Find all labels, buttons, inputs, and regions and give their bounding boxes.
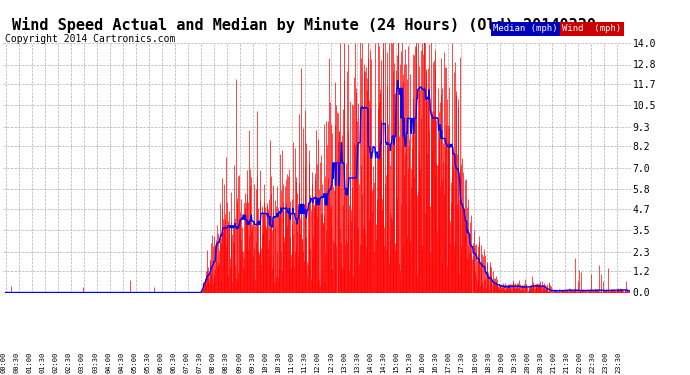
Text: 06:00: 06:00 (157, 352, 164, 373)
Text: 04:00: 04:00 (105, 352, 111, 373)
Text: 01:00: 01:00 (27, 352, 32, 373)
Text: 02:00: 02:00 (53, 352, 59, 373)
Text: Median (mph): Median (mph) (493, 24, 558, 33)
Text: 16:30: 16:30 (433, 352, 438, 373)
Text: 07:30: 07:30 (197, 352, 203, 373)
Text: 10:30: 10:30 (275, 352, 282, 373)
Text: 23:00: 23:00 (602, 352, 609, 373)
Text: 14:30: 14:30 (380, 352, 386, 373)
Text: 20:30: 20:30 (537, 352, 543, 373)
Text: 03:00: 03:00 (79, 352, 85, 373)
Text: 11:30: 11:30 (302, 352, 308, 373)
Text: 17:30: 17:30 (459, 352, 464, 373)
Text: 09:00: 09:00 (236, 352, 242, 373)
Text: 06:30: 06:30 (170, 352, 177, 373)
Text: 15:00: 15:00 (393, 352, 399, 373)
Text: 12:30: 12:30 (328, 352, 334, 373)
Text: 15:30: 15:30 (406, 352, 412, 373)
Text: 22:00: 22:00 (576, 352, 582, 373)
Text: 00:00: 00:00 (1, 352, 6, 373)
Text: 17:00: 17:00 (446, 352, 451, 373)
Text: 13:30: 13:30 (354, 352, 360, 373)
Text: 05:30: 05:30 (144, 352, 150, 373)
Text: 20:00: 20:00 (524, 352, 530, 373)
Text: 04:30: 04:30 (118, 352, 124, 373)
Text: 12:00: 12:00 (315, 352, 321, 373)
Text: 03:30: 03:30 (92, 352, 98, 373)
Text: 10:00: 10:00 (262, 352, 268, 373)
Text: 00:30: 00:30 (14, 352, 19, 373)
Text: 07:00: 07:00 (184, 352, 190, 373)
Text: 09:30: 09:30 (249, 352, 255, 373)
Text: 23:30: 23:30 (615, 352, 622, 373)
Text: Wind  (mph): Wind (mph) (562, 24, 622, 33)
Text: 21:30: 21:30 (563, 352, 569, 373)
Text: 08:00: 08:00 (210, 352, 216, 373)
Text: 21:00: 21:00 (550, 352, 556, 373)
Text: 01:30: 01:30 (40, 352, 46, 373)
Text: 19:30: 19:30 (511, 352, 517, 373)
Text: 14:00: 14:00 (367, 352, 373, 373)
Text: 11:00: 11:00 (288, 352, 295, 373)
Text: 05:00: 05:00 (131, 352, 137, 373)
Text: 13:00: 13:00 (341, 352, 347, 373)
Text: 02:30: 02:30 (66, 352, 72, 373)
Text: 18:30: 18:30 (485, 352, 491, 373)
Text: 18:00: 18:00 (472, 352, 477, 373)
Text: Copyright 2014 Cartronics.com: Copyright 2014 Cartronics.com (5, 34, 175, 44)
Text: Wind Speed Actual and Median by Minute (24 Hours) (Old) 20140330: Wind Speed Actual and Median by Minute (… (12, 17, 595, 33)
Text: 19:00: 19:00 (498, 352, 504, 373)
Text: 16:00: 16:00 (420, 352, 425, 373)
Text: 08:30: 08:30 (223, 352, 229, 373)
Text: 22:30: 22:30 (589, 352, 595, 373)
